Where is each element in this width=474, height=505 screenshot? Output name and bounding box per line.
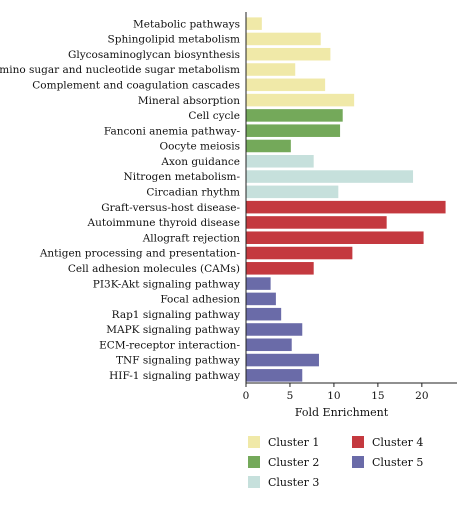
legend-label: Cluster 5 — [372, 456, 423, 469]
category-label: Metabolic pathways — [133, 18, 240, 30]
category-label: Sphingolipid metabolism — [108, 34, 240, 46]
legend-swatch — [248, 456, 260, 468]
category-label: Mineral absorption — [138, 95, 240, 107]
bar — [246, 262, 314, 275]
bar — [246, 353, 319, 367]
category-label: Glycosaminoglycan biosynthesis — [68, 49, 240, 61]
legend-label: Cluster 4 — [372, 436, 423, 449]
category-label: Cell cycle — [188, 110, 240, 122]
bar — [246, 109, 343, 122]
legend-swatch — [352, 436, 364, 448]
bar — [246, 17, 262, 30]
bar — [246, 155, 314, 168]
category-label: Nitrogen metabolism- — [124, 171, 241, 183]
category-labels: Metabolic pathways Sphingolipid metabolis… — [0, 18, 240, 382]
bar — [246, 78, 326, 92]
category-label: Rap1 signaling pathway — [112, 309, 240, 321]
category-label: Circadian rhythm — [146, 187, 240, 199]
x-tick-label: 20 — [415, 390, 428, 402]
category-label: Oocyte meiosis — [160, 141, 241, 153]
category-label: Antigen processing and presentation- — [39, 248, 241, 260]
legend-swatch — [352, 456, 364, 468]
bar — [246, 170, 414, 183]
category-label: Amino sugar and nucleotide sugar metabol… — [0, 64, 240, 76]
x-tick-label: 0 — [243, 390, 250, 402]
bars-group — [246, 17, 446, 382]
bar — [246, 185, 339, 199]
bar — [246, 124, 341, 137]
legend-label: Cluster 3 — [268, 476, 319, 489]
bar — [246, 369, 303, 382]
legend: Cluster 1 Cluster 2 Cluster 3 Cluster 4 Clus… — [248, 436, 423, 489]
bar — [246, 323, 303, 336]
bar — [246, 63, 296, 76]
x-tick-label: 15 — [371, 390, 384, 402]
category-label: Cell adhesion molecules (CAMs) — [68, 263, 240, 275]
category-label: PI3K-Akt signaling pathway — [93, 278, 240, 290]
x-tick-label: 10 — [327, 390, 340, 402]
x-axis-title: Fold Enrichment — [295, 406, 389, 419]
category-label: Fanconi anemia pathway- — [104, 125, 241, 137]
bar — [246, 32, 321, 46]
bar — [246, 307, 282, 321]
bar — [246, 200, 446, 214]
bar — [246, 216, 387, 229]
legend-label: Cluster 2 — [268, 456, 319, 469]
legend-swatch — [248, 476, 260, 488]
bar — [246, 47, 331, 61]
category-label: Graft-versus-host disease- — [101, 202, 240, 214]
bar — [246, 277, 271, 290]
category-label: HIF-1 signaling pathway — [109, 370, 240, 382]
bar — [246, 139, 291, 153]
bar — [246, 246, 353, 260]
category-label: TNF signaling pathway — [116, 355, 240, 367]
legend-label: Cluster 1 — [268, 436, 319, 449]
x-tick-label: 5 — [287, 390, 294, 402]
category-label: ECM-receptor interaction- — [99, 339, 240, 351]
category-label: Allograft rejection — [142, 232, 241, 244]
category-label: Complement and coagulation cascades — [32, 79, 240, 91]
category-label: Focal adhesion — [160, 294, 240, 306]
bar — [246, 292, 276, 306]
category-label: MAPK signaling pathway — [106, 324, 240, 336]
x-ticks: 0 5 10 15 20 — [243, 383, 429, 402]
bar — [246, 231, 424, 244]
category-label: Autoimmune thyroid disease — [87, 217, 240, 229]
bar — [246, 93, 355, 107]
legend-swatch — [248, 436, 260, 448]
category-label: Axon guidance — [160, 156, 240, 168]
bar — [246, 338, 292, 352]
